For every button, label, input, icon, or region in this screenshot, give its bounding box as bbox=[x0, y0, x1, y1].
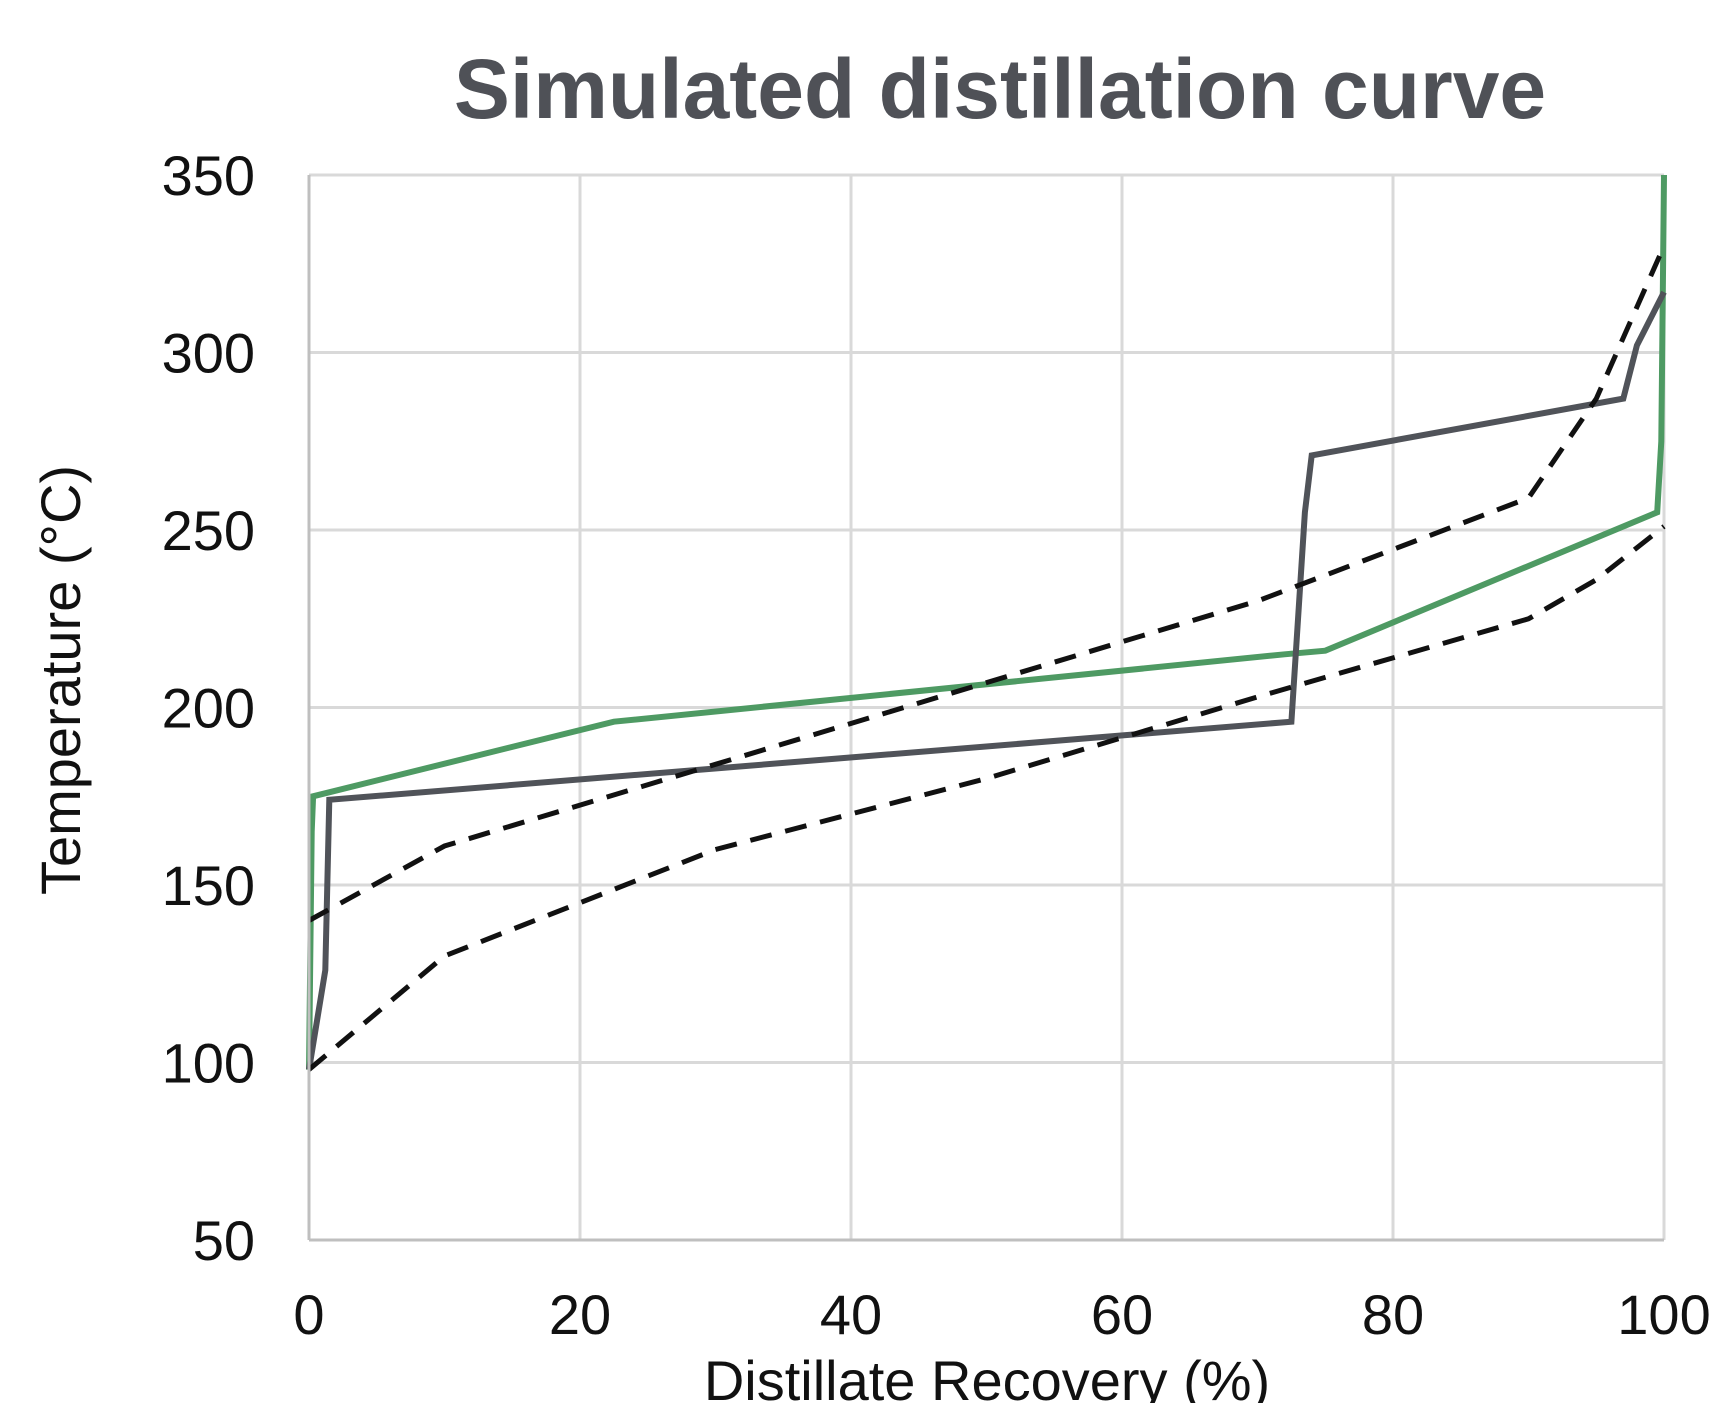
series-layer bbox=[306, 174, 1667, 1072]
y-tick-label: 300 bbox=[162, 322, 255, 385]
y-axis-label: Temperature (°C) bbox=[29, 465, 92, 895]
y-tick-label: 250 bbox=[162, 499, 255, 562]
y-tick-label: 200 bbox=[162, 677, 255, 740]
x-axis-label: Distillate Recovery (%) bbox=[704, 1349, 1270, 1403]
series-line-4 bbox=[307, 524, 1666, 1072]
series-line-3 bbox=[307, 244, 1667, 923]
y-tick-label: 150 bbox=[162, 854, 255, 917]
x-tick-label: 40 bbox=[820, 1283, 882, 1346]
y-tick-label: 350 bbox=[162, 144, 255, 207]
x-tick-labels: 0 20 40 60 80 100 bbox=[293, 1283, 1710, 1346]
grid bbox=[309, 173, 1666, 1240]
chart-title: Simulated distillation curve bbox=[454, 42, 1546, 136]
series-line-1 bbox=[306, 174, 1667, 1070]
x-tick-label: 80 bbox=[1362, 1283, 1424, 1346]
axes bbox=[307, 175, 1664, 1242]
x-tick-label: 60 bbox=[1091, 1283, 1153, 1346]
y-tick-label: 50 bbox=[193, 1209, 255, 1272]
y-tick-labels: 50 100 150 200 250 300 350 bbox=[162, 144, 255, 1272]
x-tick-label: 0 bbox=[293, 1283, 324, 1346]
y-tick-label: 100 bbox=[162, 1032, 255, 1095]
x-tick-label: 20 bbox=[549, 1283, 611, 1346]
x-tick-label: 100 bbox=[1617, 1283, 1710, 1346]
